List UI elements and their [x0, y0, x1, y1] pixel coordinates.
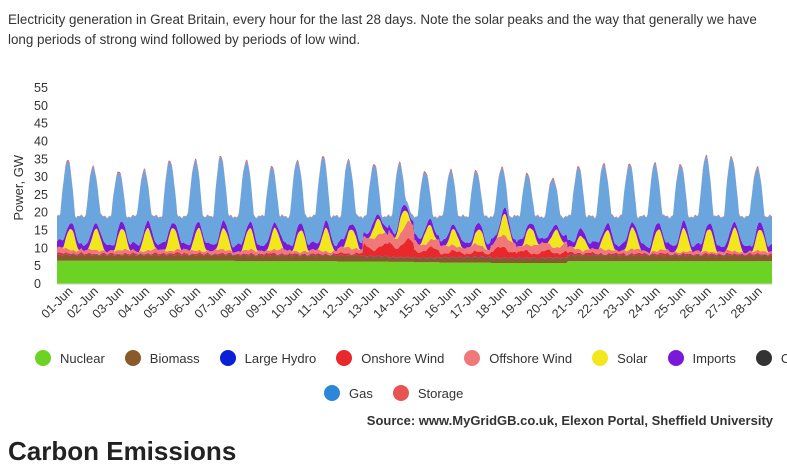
area-nuclear	[57, 260, 772, 284]
legend-item-coal[interactable]: Coal	[755, 350, 787, 366]
legend-row: Gas Storage	[324, 385, 787, 401]
section-heading: Carbon Emissions	[8, 436, 237, 466]
legend-swatch	[35, 350, 51, 366]
legend-row: Nuclear Biomass Large Hydro Onshore Wind Off…	[35, 350, 787, 366]
legend-item-biomass[interactable]: Biomass	[124, 350, 200, 366]
legend-swatch	[124, 350, 141, 366]
legend-swatch	[592, 350, 609, 366]
legend-label: Large Hydro	[244, 350, 317, 366]
legend-label: Storage	[417, 385, 464, 401]
legend-swatch	[667, 350, 684, 366]
legend-label: Coal	[780, 350, 787, 366]
legend-label: Solar	[617, 350, 648, 366]
legend-item-storage[interactable]: Storage	[392, 385, 464, 401]
y-tick-label: 20	[34, 206, 48, 220]
y-tick-label: 0	[34, 277, 41, 291]
legend-swatch	[324, 385, 340, 401]
legend-swatch	[336, 350, 353, 366]
legend-item-imports[interactable]: Imports	[667, 350, 736, 366]
legend-swatch	[219, 350, 236, 366]
area-onshore-wind	[57, 237, 772, 259]
legend-swatch	[464, 350, 481, 366]
legend: Nuclear Biomass Large Hydro Onshore Wind Off…	[0, 350, 787, 401]
legend-label: Imports	[692, 350, 736, 366]
y-tick-label: 30	[34, 170, 48, 184]
legend-label: Offshore Wind	[489, 350, 573, 366]
legend-item-large-hydro[interactable]: Large Hydro	[219, 350, 317, 366]
y-tick-label: 55	[34, 81, 48, 95]
legend-item-nuclear[interactable]: Nuclear	[35, 350, 105, 366]
area-gas	[57, 156, 772, 248]
y-tick-label: 45	[34, 117, 48, 131]
area-biomass	[57, 254, 772, 263]
area-solar	[57, 210, 772, 254]
y-tick-label: 35	[34, 152, 48, 166]
legend-item-onshore-wind[interactable]: Onshore Wind	[336, 350, 444, 366]
y-tick-label: 15	[34, 224, 48, 238]
legend-label: Biomass	[149, 350, 200, 366]
legend-label: Onshore Wind	[361, 350, 445, 366]
stacked-areas	[57, 154, 772, 284]
generation-chart: 0 5 10 15 20 25 30 35 40 45 50 55 Power, GW 01-Jun0…	[11, 81, 772, 321]
source-credit: Source: www.MyGridGB.co.uk, Elexon Porta…	[366, 413, 773, 428]
y-tick-label: 5	[34, 259, 41, 273]
y-axis-ticks: 0 5 10 15 20 25 30 35 40 45 50 55	[34, 81, 48, 291]
legend-item-gas[interactable]: Gas	[324, 385, 373, 401]
y-tick-label: 25	[34, 188, 48, 202]
x-axis-ticks: 01-Jun02-Jun03-Jun04-Jun05-Jun06-Jun07-J…	[39, 284, 765, 321]
y-tick-label: 50	[34, 99, 48, 113]
legend-item-solar[interactable]: Solar	[592, 350, 648, 366]
chart-caption: Electricity generation in Great Britain,…	[8, 12, 757, 47]
legend-swatch	[392, 385, 409, 401]
y-tick-label: 10	[34, 241, 48, 255]
legend-label: Nuclear	[60, 350, 105, 366]
legend-swatch	[755, 350, 772, 366]
area-imports	[57, 204, 772, 254]
y-tick-label: 40	[34, 134, 48, 148]
legend-label: Gas	[349, 385, 373, 401]
y-axis-label: Power, GW	[11, 154, 26, 220]
legend-item-offshore-wind[interactable]: Offshore Wind	[464, 350, 572, 366]
area-offshore-wind	[57, 220, 772, 256]
